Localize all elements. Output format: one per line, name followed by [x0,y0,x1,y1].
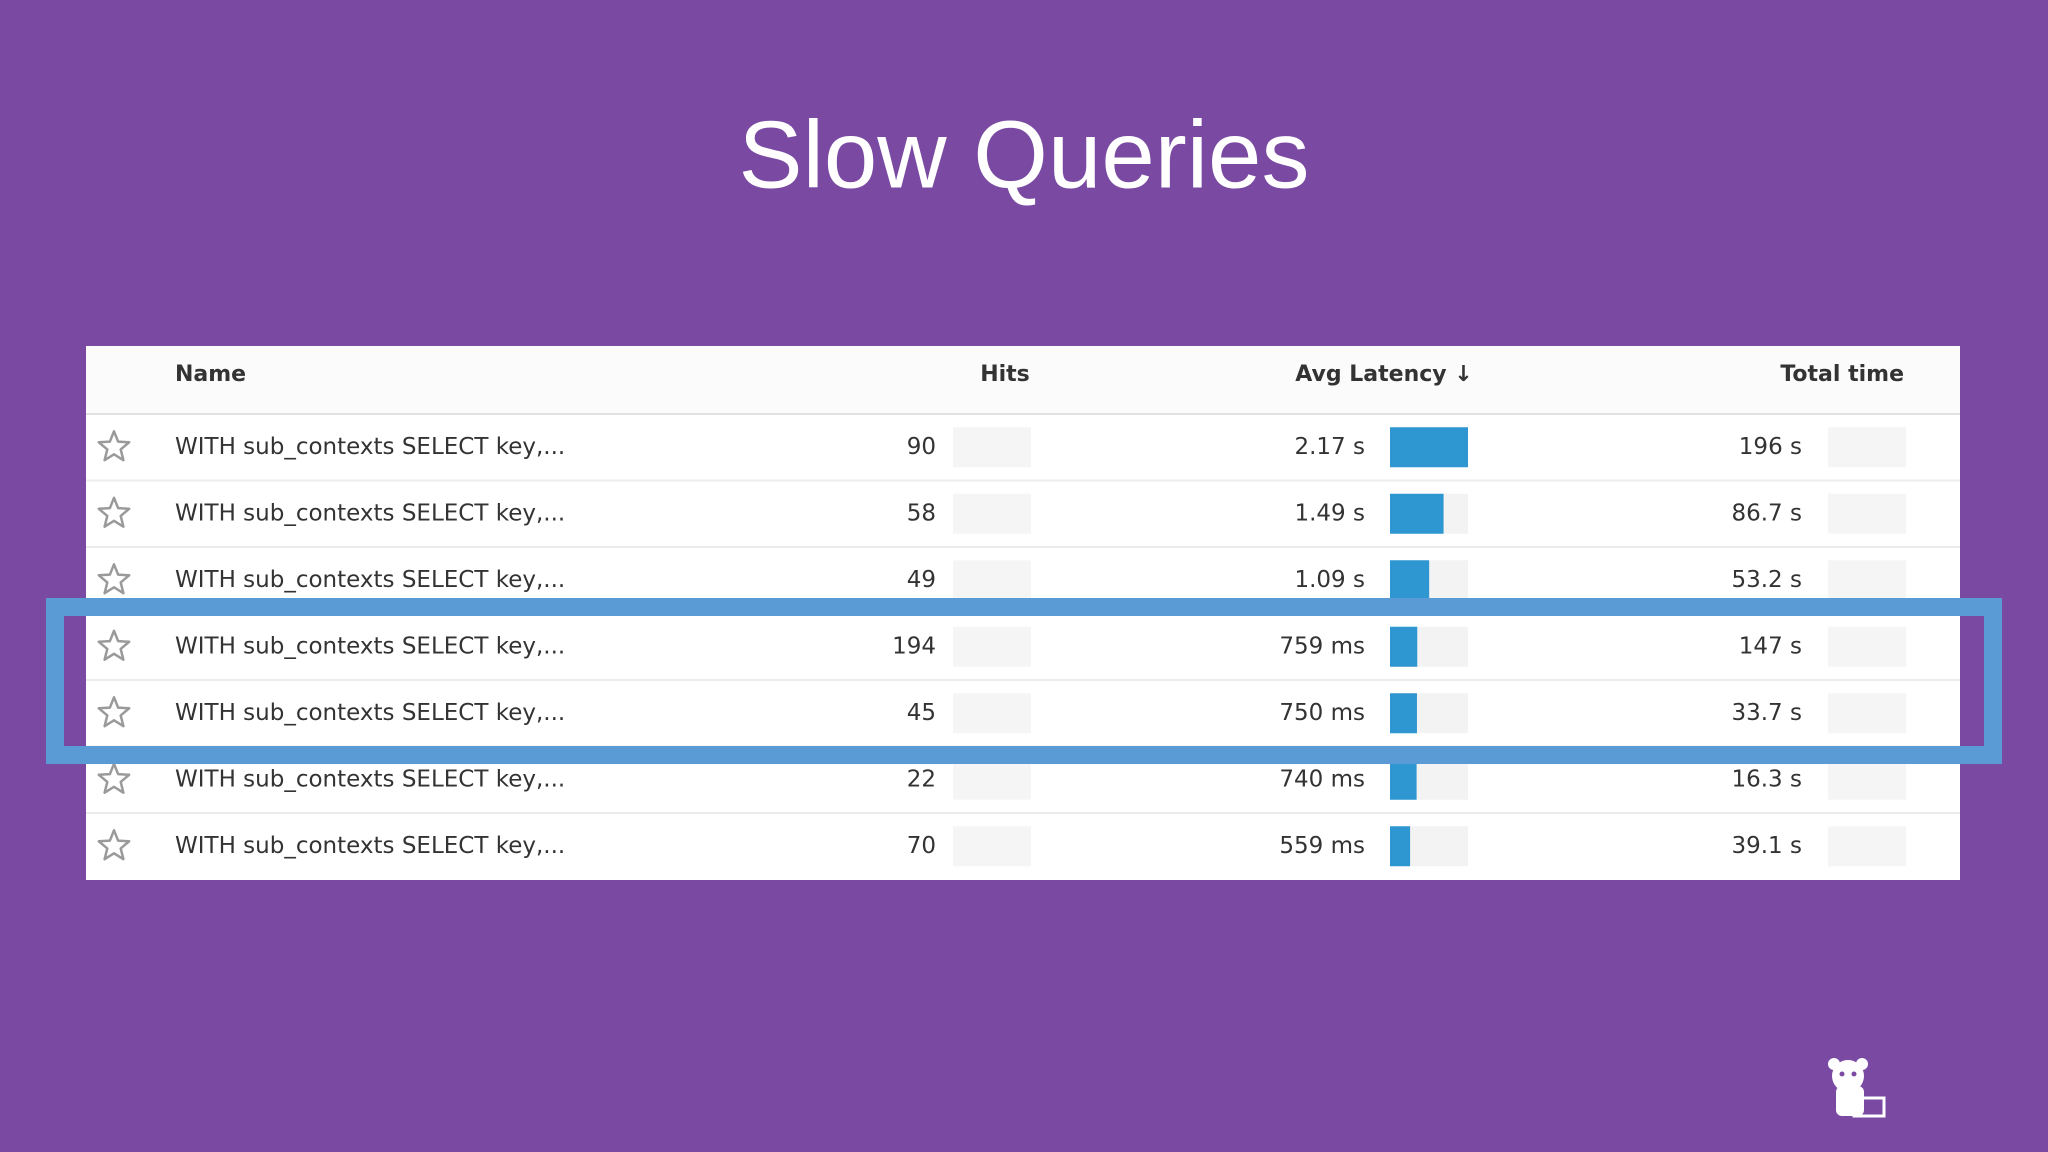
total-bar-track [1828,493,1906,534]
logo [1828,1058,1886,1118]
total-time: 53.2 s [1731,567,1802,593]
avg-latency: 750 ms [1279,700,1365,726]
hits-bar-track [953,759,1031,800]
total-bar-track [1828,560,1906,601]
star-icon[interactable] [97,563,131,595]
hits: 194 [892,633,936,659]
hits: 49 [907,567,936,593]
latency-bar [1390,626,1418,667]
total-bar-track [1828,427,1906,468]
avg-latency: 1.49 s [1294,500,1365,526]
hits: 90 [907,434,936,460]
hits-bar-track [953,626,1031,667]
latency-bar [1390,826,1411,867]
star-icon[interactable] [97,696,131,728]
star-icon[interactable] [97,629,131,661]
total-bar-track [1828,626,1906,667]
avg-latency: 559 ms [1279,833,1365,859]
query-name[interactable]: WITH sub_contexts SELECT key,... [175,434,565,460]
query-name[interactable]: WITH sub_contexts SELECT key,... [175,567,565,593]
hits: 70 [907,833,936,859]
header-hits[interactable]: Hits [980,362,1030,387]
total-bar-track [1828,759,1906,800]
query-name[interactable]: WITH sub_contexts SELECT key,... [175,833,565,859]
avg-latency: 1.09 s [1294,567,1365,593]
latency-bar [1390,693,1417,734]
slide-title: Slow Queries [739,101,1310,208]
total-time: 16.3 s [1731,766,1802,792]
total-time: 86.7 s [1731,500,1802,526]
total-time: 196 s [1739,434,1802,460]
total-bar-track [1828,826,1906,867]
table-rows: WITH sub_contexts SELECT key,... 90 2.17 s… [86,427,1960,867]
hits-bar-track [953,826,1031,867]
latency-bar [1390,427,1468,468]
avg-latency: 2.17 s [1294,434,1365,460]
star-icon[interactable] [97,430,131,462]
header-name[interactable]: Name [175,362,246,387]
hits-bar-track [953,493,1031,534]
header-total[interactable]: Total time [1780,362,1904,387]
latency-bar [1390,759,1417,800]
hits-bar-track [953,560,1031,601]
latency-bar [1390,560,1430,601]
query-name[interactable]: WITH sub_contexts SELECT key,... [175,766,565,792]
latency-bar [1390,493,1444,534]
hits: 22 [907,766,936,792]
highlight-box [46,598,2002,764]
header-latency[interactable]: Avg Latency ↓ [1295,362,1472,387]
total-time: 39.1 s [1731,833,1802,859]
query-name[interactable]: WITH sub_contexts SELECT key,... [175,700,565,726]
hits-bar-track [953,427,1031,468]
hits: 58 [907,500,936,526]
avg-latency: 759 ms [1279,633,1365,659]
query-name[interactable]: WITH sub_contexts SELECT key,... [175,633,565,659]
query-name[interactable]: WITH sub_contexts SELECT key,... [175,500,565,526]
hits: 45 [907,700,936,726]
total-bar-track [1828,693,1906,734]
hits-bar-track [953,693,1031,734]
star-icon[interactable] [97,496,131,528]
star-icon[interactable] [97,829,131,861]
avg-latency: 740 ms [1279,766,1365,792]
total-time: 33.7 s [1731,700,1802,726]
total-time: 147 s [1739,633,1802,659]
star-icon[interactable] [97,762,131,794]
table-header [86,346,1960,414]
